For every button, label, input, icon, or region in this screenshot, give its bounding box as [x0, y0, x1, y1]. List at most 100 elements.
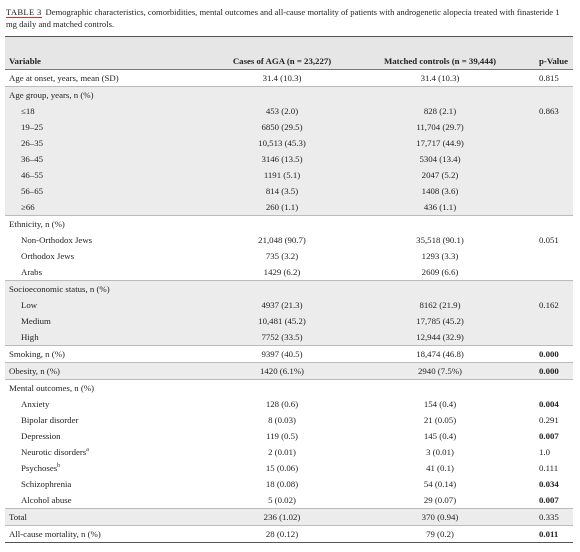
controls-cell: 370 (0.94): [361, 508, 519, 526]
p-value-cell: 0.000: [519, 362, 573, 380]
footnote-mark: a: [86, 447, 89, 454]
cases-cell: 1420 (6.1%): [203, 362, 361, 380]
variable-cell: High: [5, 329, 203, 346]
table-row: Depression 119 (0.5) 145 (0.4) 0.007: [5, 428, 573, 444]
variable-label: 19–25: [21, 122, 43, 132]
cases-cell: [203, 86, 361, 103]
cases-cell: 236 (1.02): [203, 508, 361, 526]
p-value-cell: 0.335: [519, 508, 573, 526]
variable-label: ≤18: [21, 106, 35, 116]
p-value-cell: [519, 280, 573, 297]
table: Variable Cases of AGA (n = 23,227) Match…: [5, 36, 573, 543]
controls-cell: 11,704 (29.7): [361, 119, 519, 135]
cases-cell: 21,048 (90.7): [258, 235, 306, 245]
table-row: Psychosesb 15 (0.06) 41 (0.1) 0.111: [5, 460, 573, 476]
table-row: Schizophrenia 18 (0.08) 54 (0.14) 0.034: [5, 476, 573, 492]
variable-label: Psychoses: [21, 463, 58, 473]
p-value-cell: 0.162: [519, 297, 573, 313]
controls-cell: 12,944 (32.9): [361, 329, 519, 346]
table-row: 19–25 6850 (29.5) 11,704 (29.7): [5, 119, 573, 135]
controls-cell: 2940 (7.5%): [361, 362, 519, 380]
table-row: Total 236 (1.02) 370 (0.94) 0.335: [5, 508, 573, 526]
controls-cell: 154 (0.4): [423, 399, 457, 409]
controls-cell: 41 (0.1): [426, 463, 454, 473]
table-row: Neurotic disordersa 2 (0.01) 3 (0.01) 1.0: [5, 444, 573, 460]
header-cell: Cases of AGA (n = 23,227): [203, 36, 361, 70]
variable-label: Orthodox Jews: [21, 251, 75, 261]
variable-cell: Socioeconomic status, n (%): [5, 280, 203, 297]
variable-label: ≥66: [21, 202, 35, 212]
controls-cell: [361, 280, 519, 297]
controls-cell: [361, 215, 519, 232]
variable-label: Alcohol abuse: [21, 495, 72, 505]
table-row: Mental outcomes, n (%): [5, 379, 573, 396]
variable-label: Mental outcomes, n (%): [9, 383, 95, 393]
header-cell: Variable: [5, 36, 203, 70]
p-value-cell: [519, 183, 573, 199]
variable-label: Depression: [21, 431, 61, 441]
table-row: Age group, years, n (%): [5, 86, 573, 103]
cases-cell: [203, 379, 361, 396]
controls-cell: 3 (0.01): [426, 447, 454, 457]
table-row: Arabs 1429 (6.2) 2609 (6.6): [5, 264, 573, 281]
variable-cell: Bipolar disorder: [5, 412, 203, 428]
p-value-cell: [519, 264, 573, 281]
cases-cell: 4937 (21.3): [203, 297, 361, 313]
variable-cell: Alcohol abuse: [5, 492, 203, 509]
cases-cell: 28 (0.12): [203, 525, 361, 543]
variable-label: Total: [9, 512, 27, 522]
table-row: Orthodox Jews 735 (3.2) 1293 (3.3): [5, 248, 573, 264]
p-value-cell: 0.007: [539, 495, 559, 505]
table-row: All-cause mortality, n (%) 28 (0.12) 79 (0…: [5, 525, 573, 543]
p-value-cell: 0.111: [539, 463, 559, 473]
p-value-cell: [519, 379, 573, 396]
p-value-cell: [519, 86, 573, 103]
table-row: Smoking, n (%) 9397 (40.5) 18,474 (46.8) 0.…: [5, 345, 573, 363]
variable-cell: 46–55: [5, 167, 203, 183]
variable-label: 26–35: [21, 138, 43, 148]
variable-cell: Total: [5, 508, 203, 526]
variable-cell: Neurotic disordersa: [5, 444, 203, 460]
cases-cell: 18 (0.08): [265, 479, 299, 489]
p-value-cell: 1.0: [539, 447, 550, 457]
cases-cell: 8 (0.03): [268, 415, 296, 425]
p-value-cell: 0.034: [539, 479, 559, 489]
header-cell: p-Value: [519, 36, 573, 70]
variable-cell: ≥66: [5, 199, 203, 216]
cases-cell: 1191 (5.1): [203, 167, 361, 183]
table-row: ≤18 453 (2.0) 828 (2.1) 0.863: [5, 103, 573, 119]
variable-label: 36–45: [21, 154, 43, 164]
p-value-cell: [519, 248, 573, 264]
footnote-mark: b: [57, 463, 61, 470]
table-row: Low 4937 (21.3) 8162 (21.9) 0.162: [5, 297, 573, 313]
table-row: 26–35 10,513 (45.3) 17,717 (44.9): [5, 135, 573, 151]
variable-cell: Smoking, n (%): [5, 345, 203, 363]
variable-label: Neurotic disorders: [21, 447, 87, 457]
caption-text: Demographic characteristics, comorbiditi…: [6, 7, 560, 29]
table-row: Medium 10,481 (45.2) 17,785 (45.2): [5, 313, 573, 329]
p-value-cell: [519, 119, 573, 135]
variable-label: Non-Orthodox Jews: [21, 235, 93, 245]
cases-cell: [203, 215, 361, 232]
table-row: Bipolar disorder 8 (0.03) 21 (0.05) 0.291: [5, 412, 573, 428]
controls-cell: [361, 379, 519, 396]
variable-label: Anxiety: [21, 399, 50, 409]
cases-cell: 260 (1.1): [203, 199, 361, 216]
cases-cell: 735 (3.2): [265, 251, 299, 261]
p-value-cell: 0.000: [519, 345, 573, 363]
variable-label: Socioeconomic status, n (%): [9, 284, 110, 294]
controls-cell: 54 (0.14): [423, 479, 457, 489]
variable-cell: Age at onset, years, mean (SD): [5, 70, 203, 87]
caption: TABLE 3 Demographic characteristics, como…: [6, 6, 572, 30]
variable-cell: Anxiety: [5, 396, 203, 412]
cases-cell: 6850 (29.5): [203, 119, 361, 135]
cases-cell: 2 (0.01): [268, 447, 296, 457]
table-row: 46–55 1191 (5.1) 2047 (5.2): [5, 167, 573, 183]
controls-cell: 2047 (5.2): [361, 167, 519, 183]
variable-cell: 26–35: [5, 135, 203, 151]
cases-cell: 119 (0.5): [266, 431, 298, 441]
variable-cell: Ethnicity, n (%): [5, 215, 203, 232]
variable-label: 46–55: [21, 170, 43, 180]
variable-cell: Medium: [5, 313, 203, 329]
p-value-cell: [519, 167, 573, 183]
